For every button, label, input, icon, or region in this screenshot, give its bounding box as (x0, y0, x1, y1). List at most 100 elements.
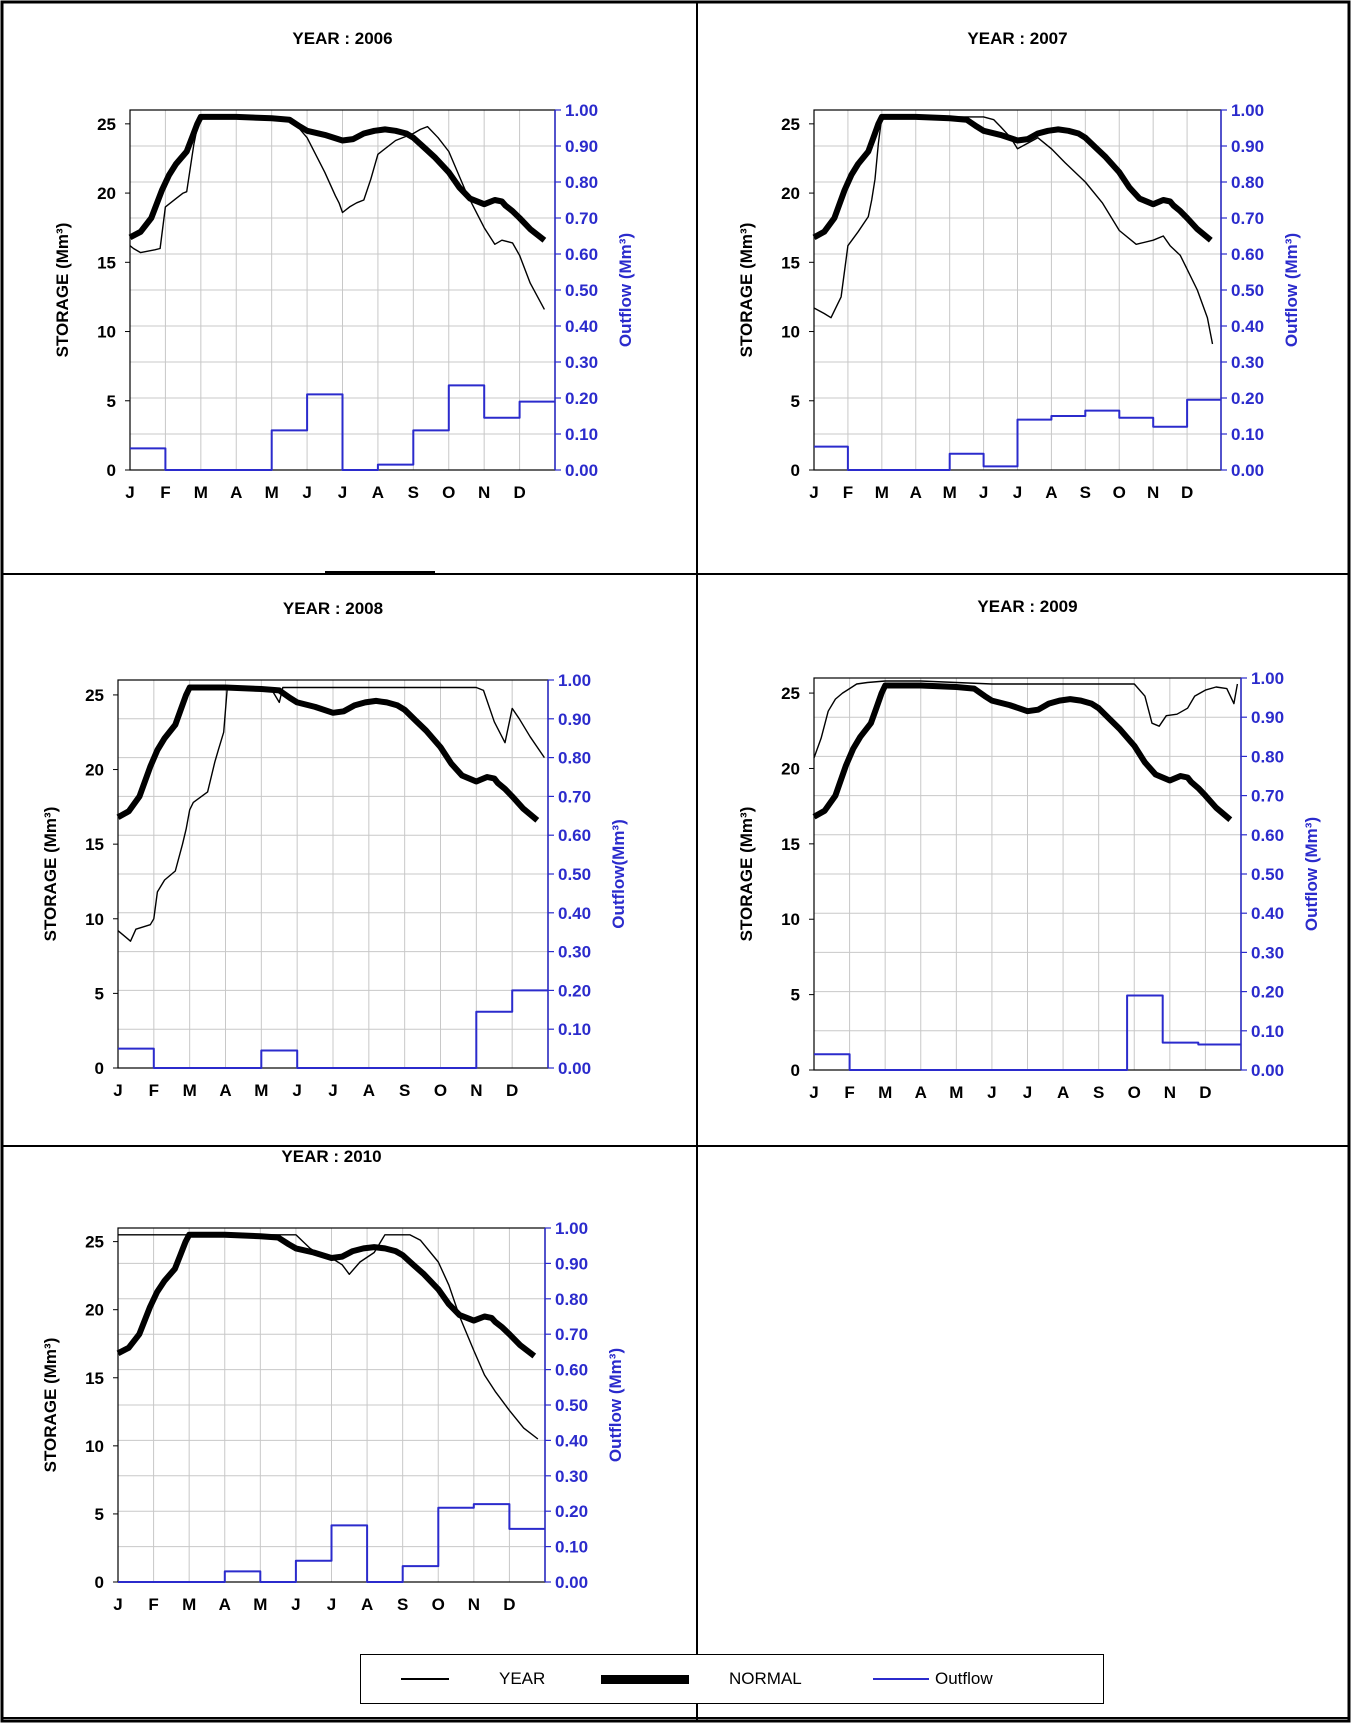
y2-tick-label: 0.20 (1251, 983, 1284, 1002)
series-line-outflow (814, 398, 1221, 471)
x-tick-label: M (254, 1081, 268, 1100)
y-axis-label: STORAGE (Mm³) (41, 807, 60, 942)
y-tick-label: 0 (95, 1573, 104, 1592)
y-axis-label: STORAGE (Mm³) (41, 1338, 60, 1473)
y2-tick-label: 0.00 (565, 461, 598, 480)
y2-tick-label: 0.70 (558, 787, 591, 806)
y2-tick-label: 0.80 (565, 173, 598, 192)
x-tick-label: F (160, 483, 170, 502)
chart-title: YEAR : 2010 (281, 1147, 381, 1166)
y-tick-label: 15 (97, 253, 116, 272)
y2-tick-label: 0.10 (1251, 1022, 1284, 1041)
y2-axis-label: Outflow (Mm³) (606, 1348, 625, 1462)
y2-tick-label: 0.30 (1251, 943, 1284, 962)
x-tick-label: D (1181, 483, 1193, 502)
chart-title: YEAR : 2006 (292, 29, 392, 48)
x-tick-label: F (148, 1595, 158, 1614)
x-tick-label: A (219, 1081, 231, 1100)
series-line-normal (116, 1231, 537, 1359)
x-tick-label: M (265, 483, 279, 502)
y-axis-label: STORAGE (Mm³) (53, 223, 72, 358)
legend-label-normal: NORMAL (729, 1669, 802, 1688)
y2-tick-label: 0.40 (1251, 904, 1284, 923)
y-tick-label: 5 (95, 1505, 104, 1524)
y-tick-label: 15 (781, 835, 800, 854)
chart-panel-2006: YEAR : 2006 0 5 10 15 20 25 0.00 0.10 0.20 0.30 0.4… (0, 0, 697, 574)
x-tick-label: J (1013, 483, 1022, 502)
y-tick-label: 10 (781, 323, 800, 342)
y2-tick-label: 0.80 (555, 1290, 588, 1309)
x-tick-label: J (338, 483, 347, 502)
x-tick-label: J (327, 1595, 336, 1614)
x-tick-label: J (1023, 1083, 1032, 1102)
x-tick-label: S (399, 1081, 410, 1100)
x-tick-label: O (442, 483, 455, 502)
y2-tick-label: 0.90 (558, 710, 591, 729)
x-tick-label: N (468, 1595, 480, 1614)
y-tick-label: 25 (85, 1233, 104, 1252)
x-tick-label: F (844, 1083, 854, 1102)
x-tick-label: O (434, 1081, 447, 1100)
y2-tick-label: 0.60 (1251, 826, 1284, 845)
y2-tick-label: 1.00 (565, 101, 598, 120)
x-tick-label: J (979, 483, 988, 502)
series-line-year (118, 1234, 539, 1440)
x-tick-label: S (408, 483, 419, 502)
y2-tick-label: 0.30 (1231, 353, 1264, 372)
y2-tick-label: 0.40 (555, 1431, 588, 1450)
y-tick-label: 0 (791, 461, 800, 480)
y2-tick-label: 0.30 (565, 353, 598, 372)
y-tick-label: 20 (781, 759, 800, 778)
y2-tick-label: 1.00 (1251, 669, 1284, 688)
x-tick-label: J (113, 1595, 122, 1614)
y2-tick-label: 0.10 (555, 1538, 588, 1557)
y2-tick-label: 0.70 (555, 1325, 588, 1344)
y2-tick-label: 0.10 (565, 425, 598, 444)
y-tick-label: 10 (85, 1437, 104, 1456)
y-tick-label: 5 (95, 984, 104, 1003)
legend-item-year: YEAR (401, 1655, 545, 1703)
chart-title: YEAR : 2008 (283, 599, 383, 618)
x-tick-label: D (503, 1595, 515, 1614)
x-tick-label: J (809, 483, 818, 502)
y-tick-label: 0 (95, 1059, 104, 1078)
legend-item-outflow: Outflow (873, 1655, 993, 1703)
y2-tick-label: 0.60 (1231, 245, 1264, 264)
series-line-year (129, 116, 546, 310)
y2-tick-label: 0.00 (558, 1059, 591, 1078)
y2-tick-label: 0.80 (558, 749, 591, 768)
chart-panel-2008: YEAR : 2008 0 5 10 15 20 25 0.00 0.10 0.20 0.30 0.4… (0, 0, 697, 1146)
legend-swatch-year (401, 1678, 449, 1680)
chart-title: YEAR : 2007 (967, 29, 1067, 48)
x-tick-label: J (302, 483, 311, 502)
y2-tick-label: 0.40 (558, 904, 591, 923)
chart-svg: YEAR : 2006 0 5 10 15 20 25 0.00 0.10 0.20 0.30 0.4… (53, 29, 635, 502)
x-tick-label: J (113, 1081, 122, 1100)
series-line-normal (812, 682, 1233, 822)
y-tick-label: 0 (107, 461, 116, 480)
y-tick-label: 15 (85, 1369, 104, 1388)
y-tick-label: 10 (97, 323, 116, 342)
legend-swatch-outflow (873, 1678, 929, 1680)
x-tick-label: A (363, 1081, 375, 1100)
x-tick-label: O (1113, 483, 1126, 502)
x-tick-label: O (1128, 1083, 1141, 1102)
x-tick-label: M (183, 1081, 197, 1100)
series-line-normal (812, 113, 1213, 243)
y2-tick-label: 0.50 (555, 1396, 588, 1415)
x-tick-label: M (875, 483, 889, 502)
x-tick-label: D (1199, 1083, 1211, 1102)
y2-tick-label: 0.60 (555, 1361, 588, 1380)
x-tick-label: M (182, 1595, 196, 1614)
x-tick-label: D (513, 483, 525, 502)
x-tick-label: A (230, 483, 242, 502)
y-tick-label: 15 (781, 253, 800, 272)
x-tick-label: A (910, 483, 922, 502)
y-tick-label: 20 (85, 1301, 104, 1320)
y2-tick-label: 0.10 (558, 1020, 591, 1039)
y2-tick-label: 0.70 (1231, 209, 1264, 228)
chart-panel-2007: YEAR : 2007 0 5 10 15 20 25 0.00 0.10 0.20 0.30 0.4… (0, 0, 1351, 574)
chart-svg: YEAR : 2009 0 5 10 15 20 25 0.00 0.10 0.20 0.30 0.4… (737, 597, 1321, 1102)
x-tick-label: J (987, 1083, 996, 1102)
series-line-normal (128, 113, 547, 243)
